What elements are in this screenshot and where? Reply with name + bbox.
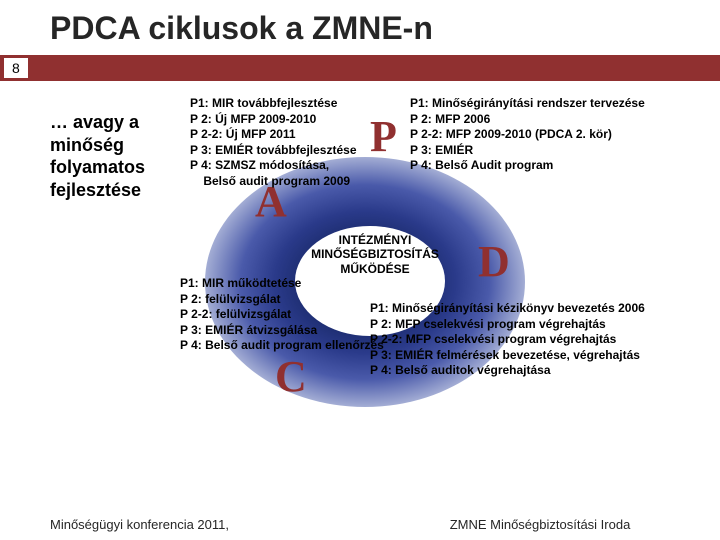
diagram-area: … avagy a minőség folyamatos fejlesztése… (0, 81, 720, 491)
letter-c: C (275, 351, 307, 402)
p-left-l1: P1: MIR továbbfejlesztése (190, 96, 370, 112)
p-left-l5: P 4: SZMSZ módosítása, (190, 158, 370, 174)
p-right-l3: P 2-2: MFP 2009-2010 (PDCA 2. kör) (410, 127, 700, 143)
p-left-l2: P 2: Új MFP 2009-2010 (190, 112, 370, 128)
p-left-l6: Belső audit program 2009 (190, 174, 370, 190)
center-line3: MŰKÖDÉSE (340, 262, 409, 276)
center-line2: MINŐSÉGBIZTOSÍTÁS (311, 247, 439, 261)
c-l1: P1: MIR működtetése (180, 276, 520, 292)
p-left-block: P1: MIR továbbfejlesztése P 2: Új MFP 20… (190, 96, 370, 190)
p-right-l4: P 3: EMIÉR (410, 143, 700, 159)
footer: Minőségügyi konferencia 2011, ZMNE Minős… (0, 517, 720, 532)
footer-left: Minőségügyi konferencia 2011, (0, 517, 360, 532)
p-left-l4: P 3: EMIÉR továbbfejlesztése (190, 143, 370, 159)
center-line1: INTÉZMÉNYI (339, 233, 412, 247)
page-number: 8 (4, 58, 28, 78)
p-right-l5: P 4: Belső Audit program (410, 158, 700, 174)
header-band: 8 (0, 55, 720, 81)
p-right-block: P1: Minőségirányítási rendszer tervezése… (410, 96, 700, 174)
center-label: INTÉZMÉNYI MINŐSÉGBIZTOSÍTÁS MŰKÖDÉSE (300, 233, 450, 276)
d-l5: P 4: Belső auditok végrehajtása (370, 363, 710, 379)
p-right-l2: P 2: MFP 2006 (410, 112, 700, 128)
d-l2: P 2: MFP cselekvési program végrehajtás (370, 317, 710, 333)
d-l4: P 3: EMIÉR felmérések bevezetése, végreh… (370, 348, 710, 364)
footer-right: ZMNE Minőségbiztosítási Iroda (360, 517, 720, 532)
p-left-l3: P 2-2: Új MFP 2011 (190, 127, 370, 143)
d-l1: P1: Minőségirányítási kézikönyv bevezeté… (370, 301, 710, 317)
subtitle: … avagy a minőség folyamatos fejlesztése (50, 111, 180, 201)
d-l3: P 2-2: MFP cselekvési program végrehajtá… (370, 332, 710, 348)
letter-p: P (370, 111, 397, 162)
page-title: PDCA ciklusok a ZMNE-n (0, 0, 720, 55)
p-right-l1: P1: Minőségirányítási rendszer tervezése (410, 96, 700, 112)
d-block: P1: Minőségirányítási kézikönyv bevezeté… (370, 301, 710, 379)
